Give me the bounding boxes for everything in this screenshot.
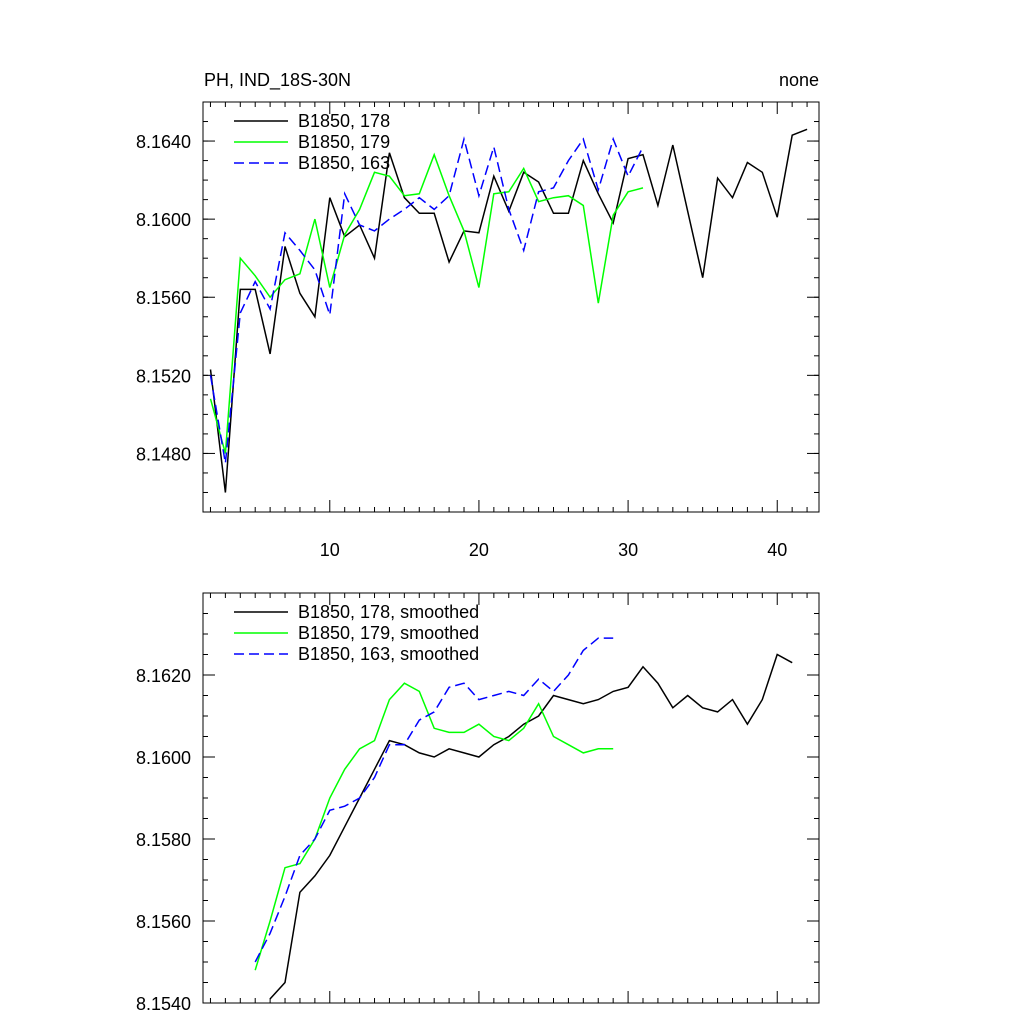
panel-1-y-tick-label: 8.1480 xyxy=(136,444,191,464)
panel-2-y-tick-label: 8.1580 xyxy=(136,830,191,850)
panel-2-frame xyxy=(202,592,820,1004)
panel-1-series-line-2 xyxy=(209,152,644,454)
panel-2-series-line-2 xyxy=(254,682,614,971)
panel-1-series-line-1 xyxy=(209,128,808,493)
top-panel: PH, IND_18S-30N none 10 20 30 40 8.1480 8.152… xyxy=(136,70,820,560)
panel-1-x-tick-label: 20 xyxy=(469,540,489,560)
panel-2-series-line-3 xyxy=(254,637,614,963)
panel-2-y-tick-label: 8.1620 xyxy=(136,666,191,686)
panel-1-frame xyxy=(202,101,820,513)
panel-1-legend-label-3: B1850, 163 xyxy=(298,153,390,173)
panel-1-y-tick-label: 8.1560 xyxy=(136,288,191,308)
panel-1-y-tick-label: 8.1640 xyxy=(136,132,191,152)
panel-1-x-tick-label: 40 xyxy=(767,540,787,560)
panel-1-x-tick-label: 10 xyxy=(320,540,340,560)
top-panel-right-title: none xyxy=(779,70,819,90)
panel-2-y-tick-label: 8.1560 xyxy=(136,912,191,932)
bottom-panel: 8.1540 8.1560 8.1580 8.1600 8.1620 B1850, 178… xyxy=(136,592,820,1014)
top-panel-title: PH, IND_18S-30N xyxy=(204,70,351,91)
panel-2-legend-label-2: B1850, 179, smoothed xyxy=(298,623,479,643)
panel-2-series-line-1 xyxy=(269,653,793,1000)
panel-2-y-tick-label: 8.1600 xyxy=(136,748,191,768)
panel-1-y-tick-label: 8.1600 xyxy=(136,210,191,230)
panel-2-legend-label-1: B1850, 178, smoothed xyxy=(298,602,479,622)
panel-2-y-tick-label: 8.1540 xyxy=(136,994,191,1014)
panel-1-series-line-3 xyxy=(209,136,644,464)
panel-1-x-tick-label: 30 xyxy=(618,540,638,560)
panel-1-legend-label-2: B1850, 179 xyxy=(298,132,390,152)
panel-1-legend-label-1: B1850, 178 xyxy=(298,111,390,131)
panel-1-y-tick-label: 8.1520 xyxy=(136,366,191,386)
panel-2-legend-label-3: B1850, 163, smoothed xyxy=(298,644,479,664)
